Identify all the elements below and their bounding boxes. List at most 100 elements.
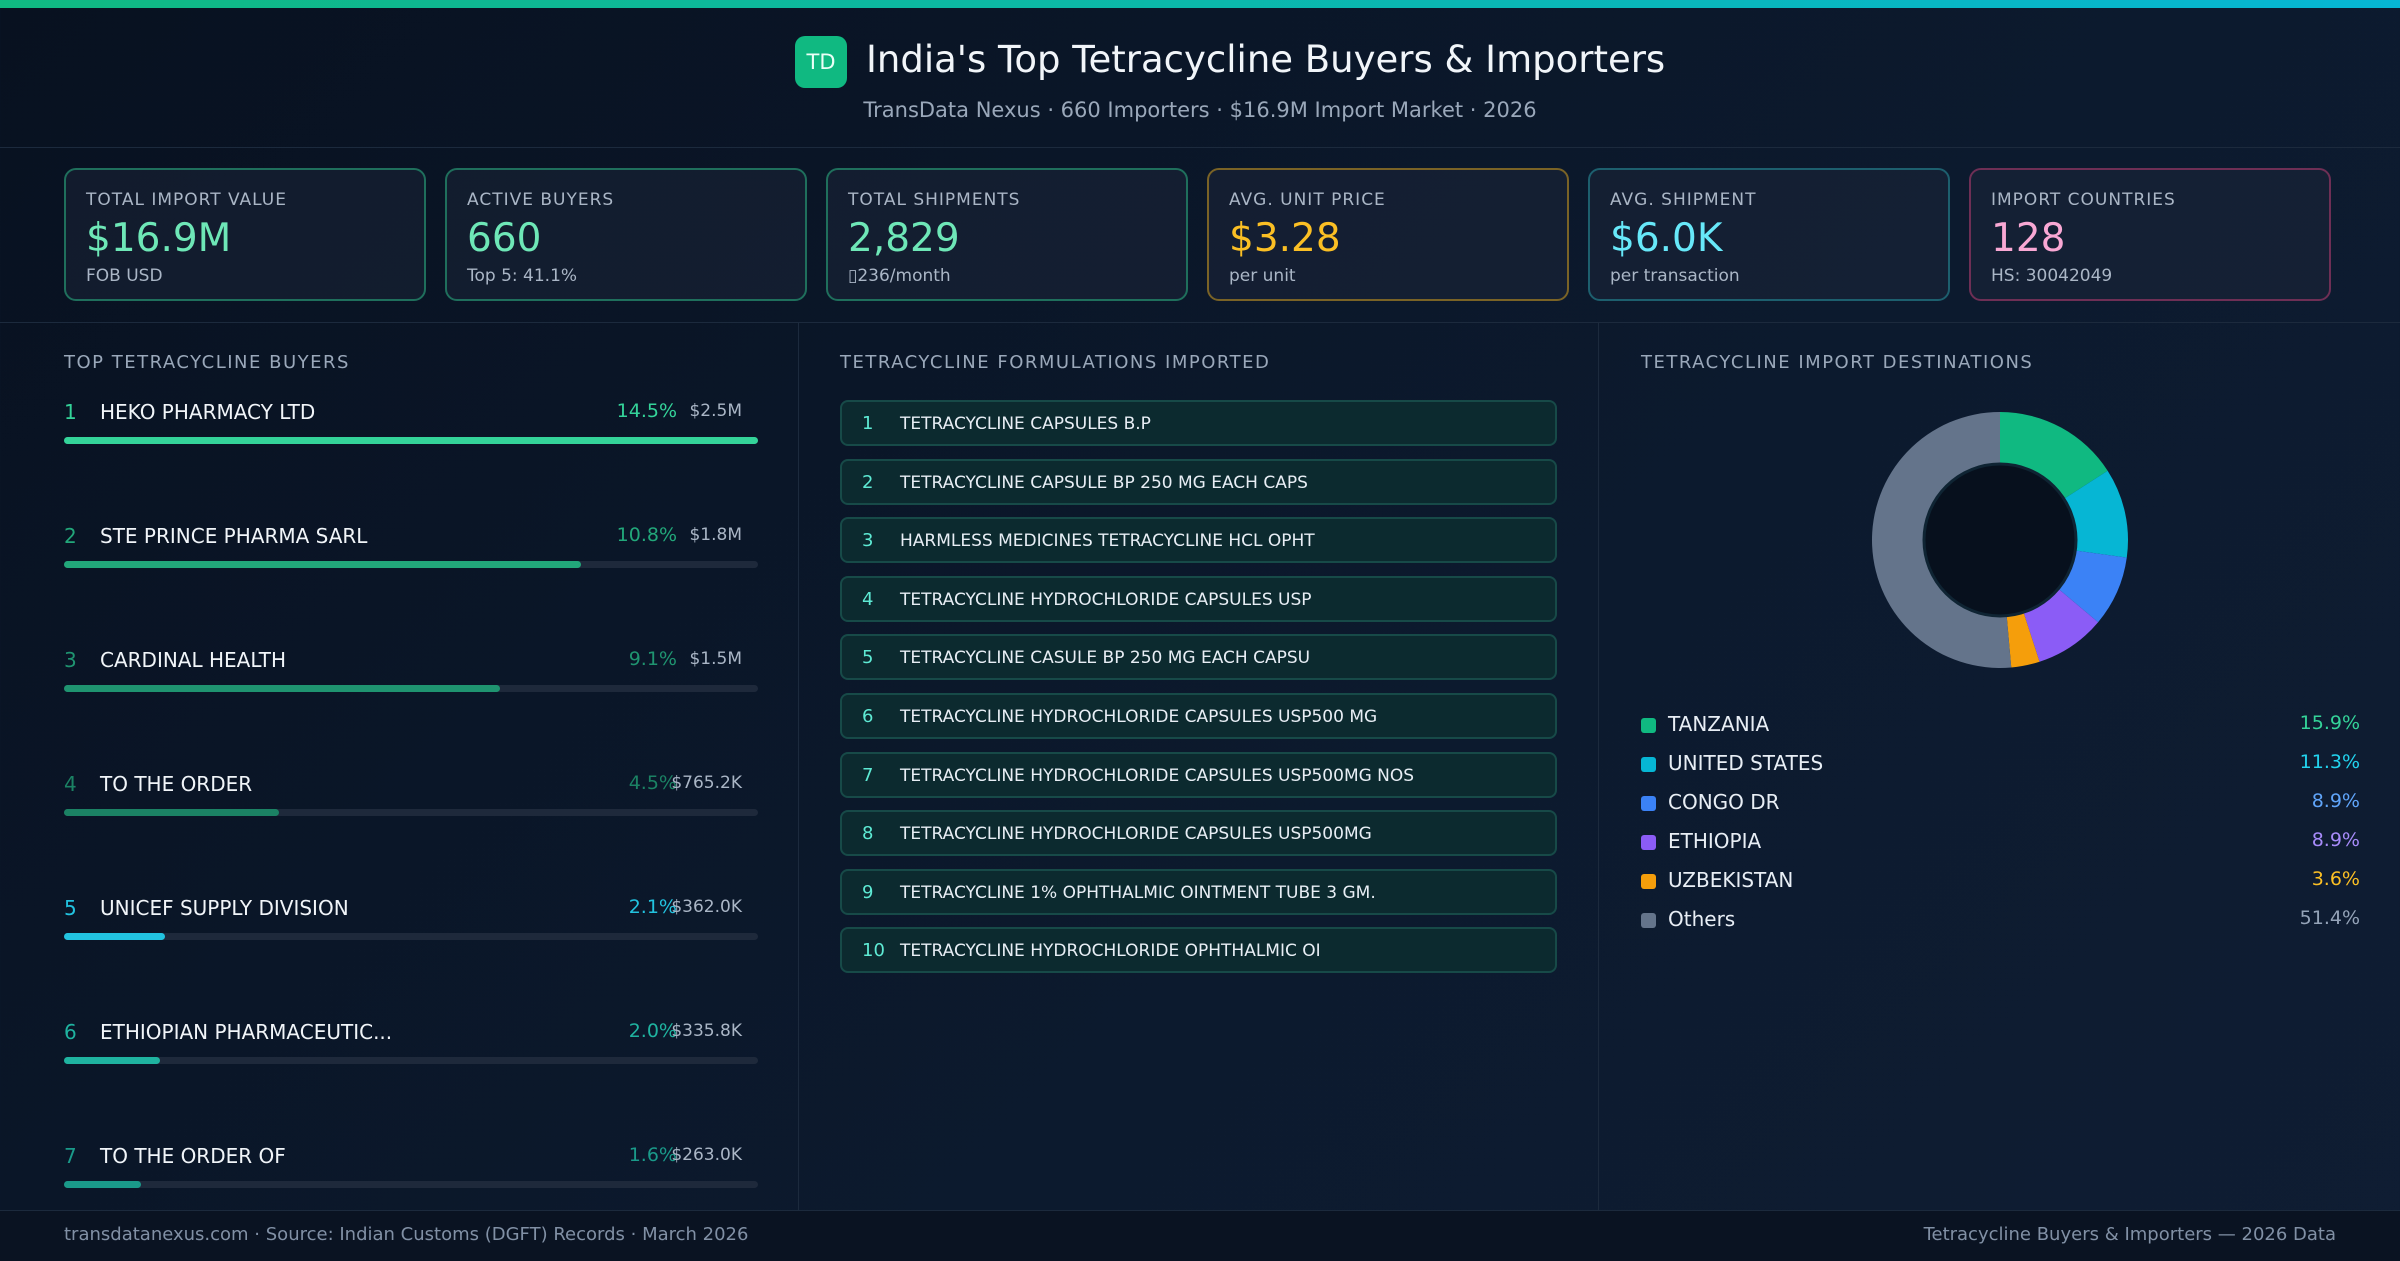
buyer-rank: 3 xyxy=(64,648,77,672)
donut-slice xyxy=(1872,412,2012,668)
formulation-rank: 1 xyxy=(862,413,874,434)
donut-slice xyxy=(2000,412,2108,499)
formulation-name: TETRACYCLINE CAPSULE BP 250 MG EACH CAPS xyxy=(900,472,1308,493)
kpi-value: $6.0K xyxy=(1610,216,1723,261)
divider xyxy=(798,323,799,1210)
buyer-share: 10.8% xyxy=(616,524,677,546)
buyer-name: ETHIOPIAN PHARMACEUTIC... xyxy=(100,1020,393,1044)
formulation-rank: 9 xyxy=(862,881,874,903)
kpi-value: $3.28 xyxy=(1229,216,1341,261)
donut-slice xyxy=(2063,470,2128,558)
kpi-sub: ▯236/month xyxy=(848,266,951,286)
buyer-name: TO THE ORDER xyxy=(100,772,253,796)
formulation-rank: 5 xyxy=(862,647,874,669)
bar xyxy=(64,1181,141,1188)
formulation-item: 5 TETRACYCLINE CASULE BP 250 MG EACH CAPS… xyxy=(840,634,1557,681)
title: India's Top Tetracycline Buyers & Import… xyxy=(866,38,1666,81)
formulation-name: TETRACYCLINE CASULE BP 250 MG EACH CAPSU xyxy=(900,648,1311,669)
kpi-sub: Top 5: 41.1% xyxy=(467,266,578,286)
buyer-rank: 1 xyxy=(64,400,77,424)
legend-swatch xyxy=(1641,913,1656,928)
bar-track xyxy=(64,933,758,940)
formulation-item: 10 TETRACYCLINE HYDROCHLORIDE OPHTHALMIC … xyxy=(840,927,1557,974)
buyer-share: 2.1% xyxy=(628,896,677,918)
formulation-name: TETRACYCLINE 1% OPHTHALMIC OINTMENT TUBE… xyxy=(900,882,1376,903)
buyer-name: TO THE ORDER OF xyxy=(100,1144,286,1168)
kpi-label: TOTAL IMPORT VALUE xyxy=(86,190,287,210)
kpi-label: AVG. UNIT PRICE xyxy=(1229,190,1386,210)
kpi-card: TOTAL SHIPMENTS 2,829 ▯236/month xyxy=(826,168,1188,301)
bar xyxy=(64,561,581,568)
divider xyxy=(1598,323,1599,1210)
buyer-value: $1.8M xyxy=(689,525,742,545)
footer xyxy=(0,1210,2400,1261)
buyer-share: 2.0% xyxy=(628,1020,677,1042)
legend-value: 8.9% xyxy=(2311,790,2360,812)
buyer-share: 9.1% xyxy=(628,648,677,670)
bar-track xyxy=(64,809,758,816)
divider xyxy=(0,147,2400,148)
kpi-value: 2,829 xyxy=(848,216,960,261)
formulation-name: TETRACYCLINE CAPSULES B.P xyxy=(900,414,1151,434)
kpi-sub: per unit xyxy=(1229,266,1296,286)
kpi-value: 128 xyxy=(1991,216,2066,261)
divider xyxy=(0,322,2400,323)
buyer-name: STE PRINCE PHARMA SARL xyxy=(100,524,368,548)
buyer-rank: 4 xyxy=(64,772,77,796)
buyer-share: 1.6% xyxy=(628,1144,677,1166)
formulation-rank: 2 xyxy=(862,471,874,493)
buyer-name: HEKO PHARMACY LTD xyxy=(100,400,316,424)
formulation-rank: 7 xyxy=(862,764,874,786)
formulation-item: 7 TETRACYCLINE HYDROCHLORIDE CAPSULES USP… xyxy=(840,751,1557,798)
kpi-sub: HS: 30042049 xyxy=(1991,266,2113,286)
legend-swatch xyxy=(1641,796,1656,811)
section-title: TETRACYCLINE IMPORT DESTINATIONS xyxy=(1641,352,2034,373)
formulation-rank: 3 xyxy=(862,530,874,552)
legend-label: ETHIOPIA xyxy=(1668,829,1762,853)
kpi-value: 660 xyxy=(467,216,542,261)
formulation-name: TETRACYCLINE HYDROCHLORIDE CAPSULES USP xyxy=(900,589,1312,610)
buyer-name: CARDINAL HEALTH xyxy=(100,648,286,672)
formulation-rank: 10 xyxy=(862,940,885,962)
kpi-card: AVG. UNIT PRICE $3.28 per unit xyxy=(1207,168,1569,301)
section-title: TOP TETRACYCLINE BUYERS xyxy=(64,352,350,373)
formulation-name: TETRACYCLINE HYDROCHLORIDE CAPSULES USP5… xyxy=(900,765,1415,786)
formulation-name: HARMLESS MEDICINES TETRACYCLINE HCL OPHT xyxy=(900,531,1315,552)
buyer-rank: 2 xyxy=(64,524,77,548)
legend-value: 11.3% xyxy=(2299,751,2360,773)
legend-value: 51.4% xyxy=(2299,907,2360,929)
legend-label: CONGO DR xyxy=(1668,790,1780,814)
kpi-card: ACTIVE BUYERS 660 Top 5: 41.1% xyxy=(445,168,807,301)
formulation-rank: 8 xyxy=(862,823,874,845)
donut-slice xyxy=(2023,588,2099,662)
formulation-item: 4 TETRACYCLINE HYDROCHLORIDE CAPSULES USP xyxy=(840,575,1557,622)
legend-swatch xyxy=(1641,835,1656,850)
buyer-value: $765.2K xyxy=(671,773,742,793)
donut-slice xyxy=(2058,550,2127,623)
bar-track xyxy=(64,1181,758,1188)
formulation-name: TETRACYCLINE HYDROCHLORIDE CAPSULES USP5… xyxy=(900,824,1372,845)
buyer-rank: 6 xyxy=(64,1020,77,1044)
formulation-item: 9 TETRACYCLINE 1% OPHTHALMIC OINTMENT TUB… xyxy=(840,868,1557,915)
legend-swatch xyxy=(1641,757,1656,772)
legend-swatch xyxy=(1641,718,1656,733)
section-title: TETRACYCLINE FORMULATIONS IMPORTED xyxy=(840,352,1271,373)
formulation-item: 3 HARMLESS MEDICINES TETRACYCLINE HCL OPH… xyxy=(840,517,1557,564)
donut-chart xyxy=(1872,412,2128,668)
formulation-item: 8 TETRACYCLINE HYDROCHLORIDE CAPSULES USP… xyxy=(840,810,1557,857)
legend-value: 8.9% xyxy=(2311,829,2360,851)
kpi-label: AVG. SHIPMENT xyxy=(1610,190,1757,210)
buyer-value: $362.0K xyxy=(671,897,742,917)
subtitle: TransData Nexus · 660 Importers · $16.9M… xyxy=(863,98,1537,122)
formulation-name: TETRACYCLINE HYDROCHLORIDE OPHTHALMIC OI xyxy=(900,941,1321,962)
formulation-rank: 6 xyxy=(862,706,874,727)
formulation-item: 2 TETRACYCLINE CAPSULE BP 250 MG EACH CAP… xyxy=(840,458,1557,505)
buyer-share: 14.5% xyxy=(616,400,677,422)
legend-value: 3.6% xyxy=(2311,868,2360,890)
legend-swatch xyxy=(1641,874,1656,889)
buyer-value: $2.5M xyxy=(689,401,742,421)
formulation-item: 6 TETRACYCLINE HYDROCHLORIDE CAPSULES USP… xyxy=(840,693,1557,739)
kpi-card: IMPORT COUNTRIES 128 HS: 30042049 xyxy=(1969,168,2331,301)
formulation-item: 1 TETRACYCLINE CAPSULES B.P xyxy=(840,400,1557,446)
